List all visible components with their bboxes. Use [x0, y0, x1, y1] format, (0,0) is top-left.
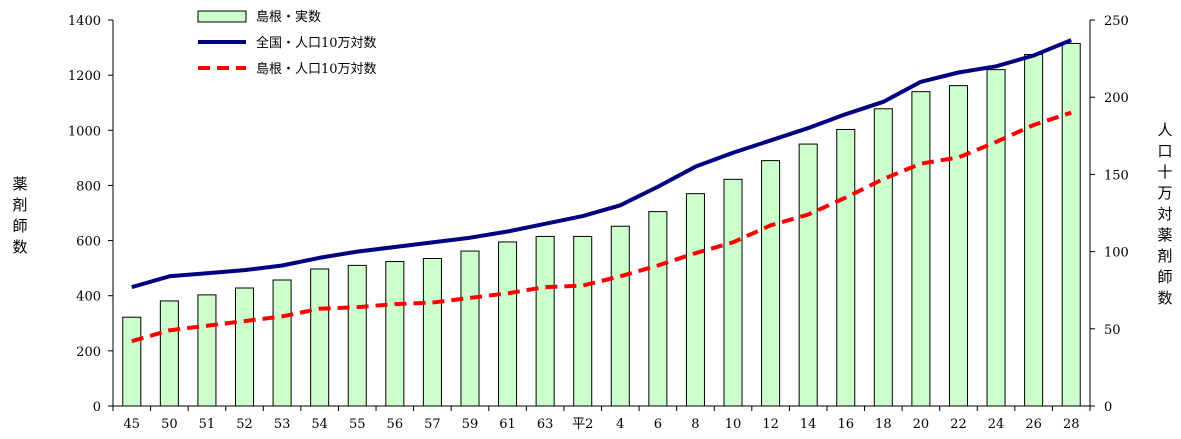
right-tick-label: 50	[1104, 323, 1121, 338]
x-tick-label: 51	[199, 417, 216, 432]
axis-title-char: 薬	[10, 174, 30, 195]
bar	[724, 179, 742, 406]
legend-label: 島根・実数	[256, 9, 321, 25]
left-tick-label: 600	[76, 235, 101, 250]
x-tick-label: 6	[654, 417, 662, 432]
right-tick-label: 200	[1104, 91, 1129, 106]
bar	[461, 251, 479, 406]
bar	[160, 301, 178, 406]
bar	[837, 129, 855, 406]
bar	[912, 92, 930, 406]
legend-label: 全国・人口10万対数	[256, 35, 377, 51]
bar	[649, 212, 667, 406]
bar	[273, 280, 291, 406]
left-tick-label: 1400	[68, 14, 101, 29]
x-tick-label: 16	[837, 417, 854, 432]
x-tick-label: 53	[274, 417, 291, 432]
left-tick-label: 800	[76, 179, 101, 194]
bar	[198, 295, 216, 406]
legend-label: 島根・人口10万対数	[256, 62, 377, 77]
bar	[1025, 54, 1043, 406]
x-tick-label: 平2	[572, 417, 593, 432]
x-tick-label: 63	[537, 417, 554, 432]
x-tick-label: 14	[800, 417, 817, 432]
x-tick-label: 10	[725, 417, 742, 432]
left-tick-label: 1000	[68, 124, 101, 139]
left-axis-title: 薬剤師数	[10, 174, 30, 258]
axis-title-char: 薬	[1155, 225, 1175, 246]
right-tick-label: 0	[1104, 400, 1112, 415]
bar	[611, 226, 629, 406]
left-tick-label: 200	[76, 345, 101, 360]
x-tick-label: 61	[499, 417, 516, 432]
x-tick-label: 55	[349, 417, 366, 432]
legend-bar-swatch	[198, 11, 246, 22]
right-tick-label: 100	[1104, 246, 1129, 261]
axis-title-char: 剤	[1155, 246, 1175, 267]
axis-title-char: 数	[1155, 288, 1175, 309]
axis-title-char: 人	[1155, 120, 1175, 141]
bar	[386, 262, 404, 406]
bar	[311, 269, 329, 406]
x-tick-label: 22	[950, 417, 967, 432]
bar	[686, 194, 704, 406]
x-tick-label: 18	[875, 417, 892, 432]
axis-title-char: 十	[1155, 162, 1175, 183]
bar	[348, 265, 366, 406]
x-tick-label: 4	[616, 417, 624, 432]
x-tick-label: 8	[691, 417, 699, 432]
bar	[762, 161, 780, 406]
bar	[874, 109, 892, 406]
axis-title-char: 口	[1155, 141, 1175, 162]
axis-title-char: 師	[1155, 267, 1175, 288]
bar	[987, 70, 1005, 406]
left-tick-label: 1200	[68, 69, 101, 84]
bar	[123, 317, 141, 406]
bar	[949, 86, 967, 406]
bar	[236, 288, 254, 406]
bar	[574, 236, 592, 406]
x-tick-label: 59	[462, 417, 479, 432]
left-tick-label: 0	[93, 400, 101, 415]
axis-title-char: 万	[1155, 183, 1175, 204]
right-tick-label: 250	[1104, 14, 1129, 29]
axis-title-char: 剤	[10, 195, 30, 216]
axis-title-char: 数	[10, 237, 30, 258]
bar	[423, 258, 441, 406]
x-tick-label: 20	[913, 417, 930, 432]
x-tick-label: 57	[424, 417, 441, 432]
x-tick-label: 50	[161, 417, 178, 432]
bar	[499, 242, 517, 406]
right-axis-title: 人口十万対薬剤師数	[1155, 120, 1175, 309]
axis-title-char: 師	[10, 216, 30, 237]
x-tick-label: 24	[988, 417, 1005, 432]
x-tick-label: 54	[311, 417, 328, 432]
x-tick-label: 26	[1025, 417, 1042, 432]
x-tick-label: 28	[1063, 417, 1080, 432]
x-tick-label: 12	[762, 417, 779, 432]
left-tick-label: 400	[76, 290, 101, 305]
axis-title-char: 対	[1155, 204, 1175, 225]
right-tick-label: 150	[1104, 168, 1129, 183]
x-tick-label: 45	[124, 417, 141, 432]
bar	[799, 144, 817, 406]
bar	[536, 236, 554, 406]
bar	[1062, 43, 1080, 406]
x-tick-label: 56	[387, 417, 404, 432]
x-tick-label: 52	[236, 417, 253, 432]
